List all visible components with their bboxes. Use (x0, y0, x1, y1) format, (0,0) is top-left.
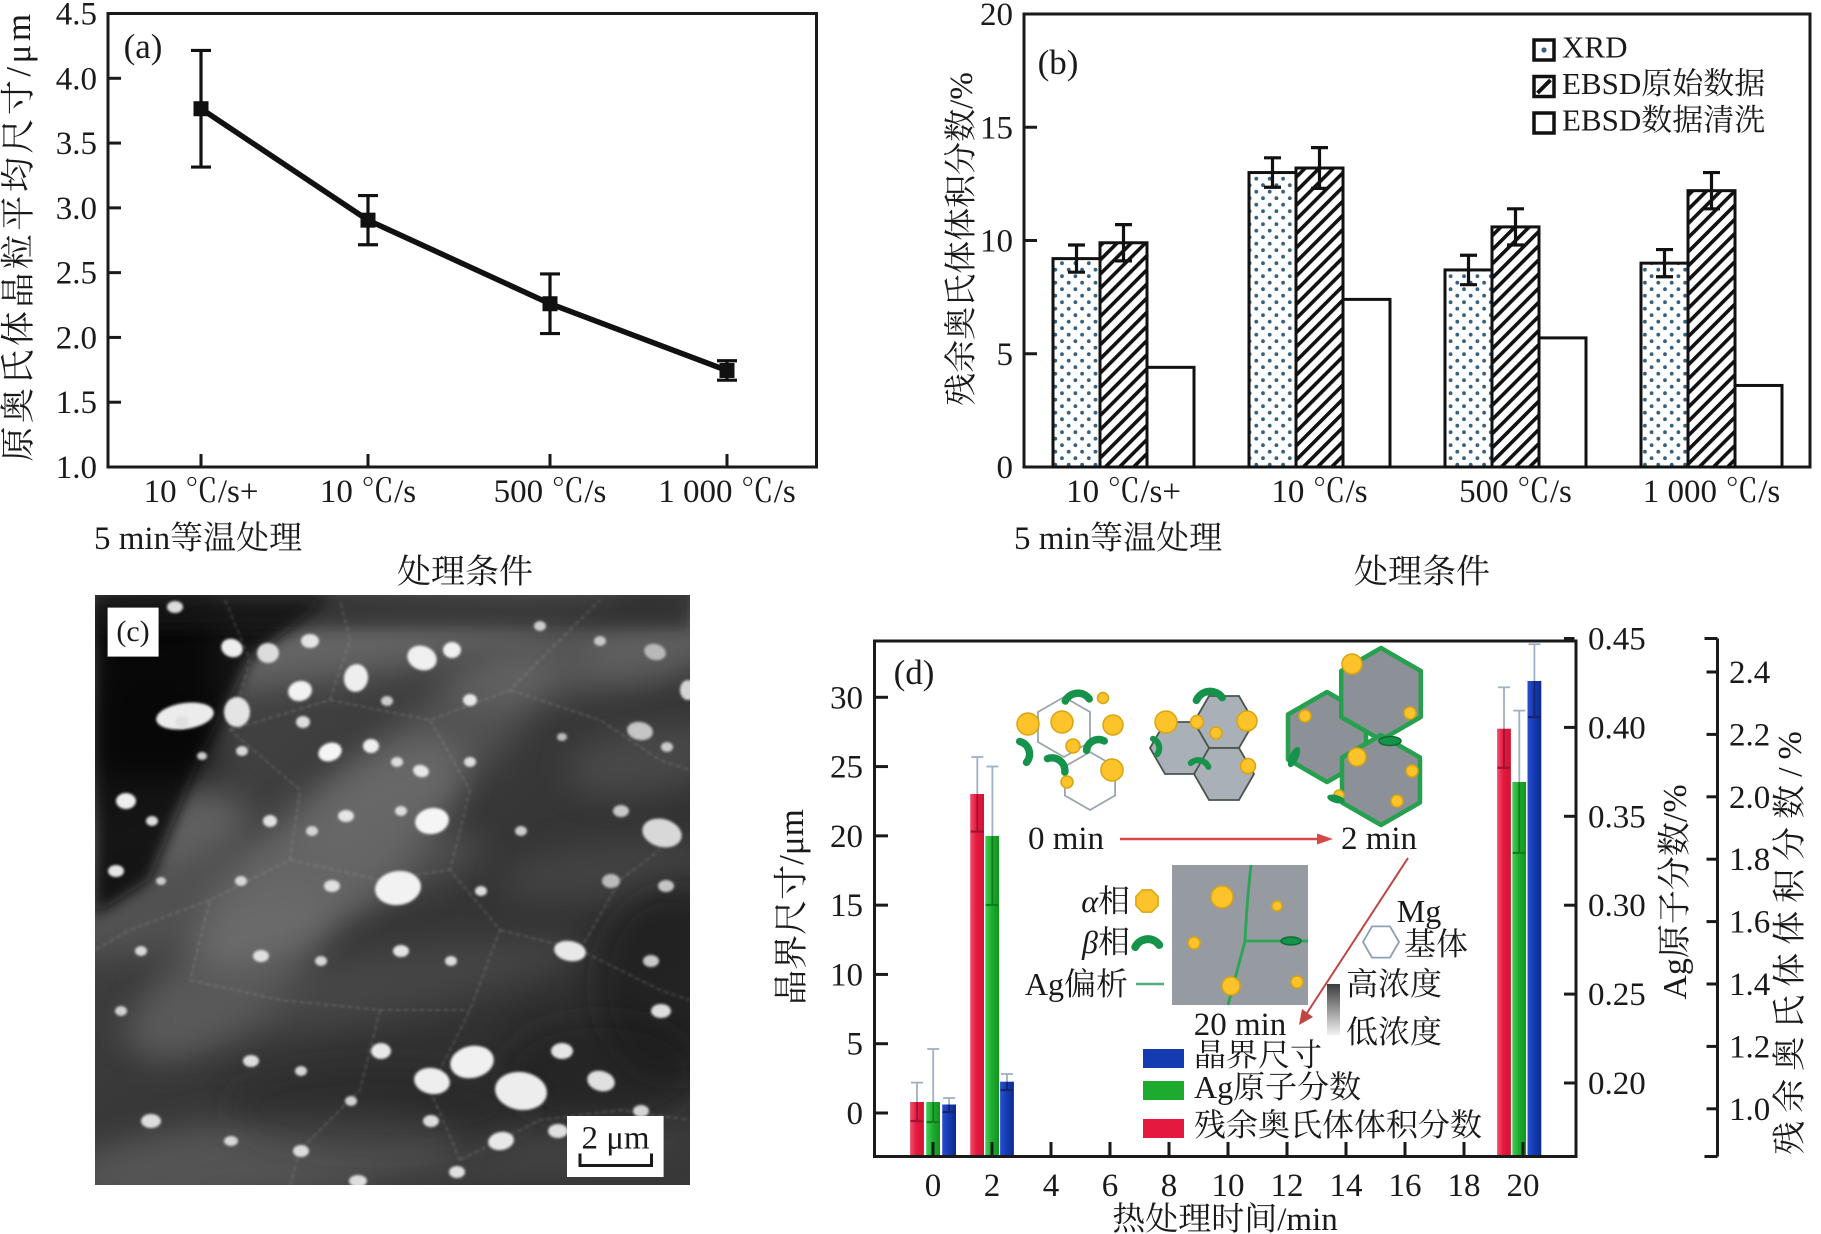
svg-text:25: 25 (830, 750, 863, 786)
svg-text:残余奥氏体体积分数/%: 残余奥氏体体积分数/% (1772, 723, 1809, 1155)
svg-text:0: 0 (925, 1168, 942, 1204)
svg-text:15: 15 (830, 888, 863, 924)
svg-text:0 min: 0 min (1028, 821, 1104, 857)
svg-text:XRD: XRD (1562, 30, 1627, 65)
svg-text:0.35: 0.35 (1588, 799, 1646, 835)
svg-text:Ag偏析: Ag偏析 (1025, 966, 1128, 1002)
svg-text:1 000 ℃/s: 1 000 ℃/s (658, 474, 796, 510)
svg-text:1.5: 1.5 (56, 385, 97, 421)
svg-text:500 ℃/s: 500 ℃/s (494, 474, 607, 510)
svg-text:500 ℃/s: 500 ℃/s (1459, 474, 1572, 510)
svg-text:Ag原子分数/%: Ag原子分数/% (1657, 784, 1694, 999)
svg-text:基体: 基体 (1404, 926, 1468, 962)
svg-text:10 ℃/s+: 10 ℃/s+ (1066, 474, 1181, 510)
svg-text:5 min等温处理: 5 min等温处理 (1014, 521, 1222, 557)
svg-text:EBSD数据清洗: EBSD数据清洗 (1562, 103, 1765, 138)
svg-text:2.5: 2.5 (56, 256, 97, 292)
svg-text:残余奥氏体体积分数/%: 残余奥氏体体积分数/% (944, 72, 980, 406)
svg-text:18: 18 (1448, 1168, 1481, 1204)
svg-text:2 min: 2 min (1341, 821, 1417, 857)
svg-text:1.0: 1.0 (1729, 1092, 1770, 1128)
svg-text:20: 20 (1507, 1168, 1540, 1204)
svg-text:3.5: 3.5 (56, 126, 97, 162)
svg-text:2: 2 (984, 1168, 1001, 1204)
svg-text:10: 10 (980, 224, 1013, 260)
svg-text:20: 20 (980, 0, 1013, 33)
svg-text:晶界尺寸: 晶界尺寸 (1194, 1037, 1322, 1073)
svg-text:4.0: 4.0 (56, 61, 97, 97)
svg-text:8: 8 (1161, 1168, 1178, 1204)
svg-text:(a): (a) (124, 27, 163, 66)
svg-text:高浓度: 高浓度 (1346, 966, 1442, 1002)
svg-text:5: 5 (997, 337, 1014, 373)
svg-text:6: 6 (1102, 1168, 1119, 1204)
svg-text:1.6: 1.6 (1729, 905, 1770, 941)
svg-text:20 min: 20 min (1194, 1007, 1287, 1043)
svg-text:原奥氏体晶粒平均尺寸/μm: 原奥氏体晶粒平均尺寸/μm (0, 10, 38, 461)
svg-text:10: 10 (830, 957, 863, 993)
svg-text:1.0: 1.0 (56, 450, 97, 486)
svg-text:12: 12 (1271, 1168, 1304, 1204)
svg-text:2.4: 2.4 (1729, 655, 1770, 691)
svg-text:(b): (b) (1038, 43, 1079, 82)
svg-text:5: 5 (847, 1027, 864, 1063)
svg-text:Mg: Mg (1397, 893, 1441, 929)
svg-text:0.40: 0.40 (1588, 710, 1646, 746)
svg-text:(d): (d) (894, 653, 935, 692)
svg-text:2 μm: 2 μm (581, 1121, 649, 1157)
svg-text:0: 0 (997, 450, 1014, 486)
svg-text:10 ℃/s: 10 ℃/s (320, 474, 416, 510)
svg-text:α相: α相 (1081, 883, 1130, 919)
svg-text:0: 0 (847, 1096, 864, 1132)
svg-text:0.25: 0.25 (1588, 977, 1646, 1013)
svg-text:1.4: 1.4 (1729, 967, 1770, 1003)
svg-text:16: 16 (1389, 1168, 1422, 1204)
svg-text:30: 30 (830, 680, 863, 716)
svg-text:热处理时间/min: 热处理时间/min (1112, 1202, 1338, 1234)
svg-text:4.5: 4.5 (56, 0, 97, 33)
svg-text:4: 4 (1043, 1168, 1060, 1204)
svg-text:2.2: 2.2 (1729, 717, 1770, 753)
svg-text:处理条件: 处理条件 (1354, 554, 1490, 591)
svg-text:5 min等温处理: 5 min等温处理 (94, 521, 302, 557)
svg-text:1.2: 1.2 (1729, 1029, 1770, 1065)
svg-text:2.0: 2.0 (56, 320, 97, 356)
svg-text:0.45: 0.45 (1588, 622, 1646, 658)
svg-text:1.8: 1.8 (1729, 842, 1770, 878)
svg-text:处理条件: 处理条件 (397, 554, 533, 591)
svg-text:残余奥氏体体积分数: 残余奥氏体体积分数 (1194, 1107, 1482, 1143)
svg-text:10 ℃/s: 10 ℃/s (1271, 474, 1367, 510)
svg-text:3.0: 3.0 (56, 191, 97, 227)
svg-text:晶界尺寸/μm: 晶界尺寸/μm (772, 809, 811, 1005)
svg-text:Ag原子分数: Ag原子分数 (1194, 1069, 1361, 1105)
svg-text:0.30: 0.30 (1588, 888, 1646, 924)
svg-text:EBSD原始数据: EBSD原始数据 (1562, 66, 1765, 101)
svg-text:14: 14 (1330, 1168, 1363, 1204)
svg-text:15: 15 (980, 110, 1013, 146)
svg-text:10 ℃/s+: 10 ℃/s+ (144, 474, 259, 510)
svg-text:1 000 ℃/s: 1 000 ℃/s (1643, 474, 1781, 510)
svg-text:0.20: 0.20 (1588, 1066, 1646, 1102)
svg-text:20: 20 (830, 819, 863, 855)
svg-text:10: 10 (1212, 1168, 1245, 1204)
svg-text:β相: β相 (1081, 924, 1130, 960)
svg-text:低浓度: 低浓度 (1346, 1014, 1442, 1050)
svg-text:2.0: 2.0 (1729, 780, 1770, 816)
svg-text:(c): (c) (116, 615, 149, 648)
